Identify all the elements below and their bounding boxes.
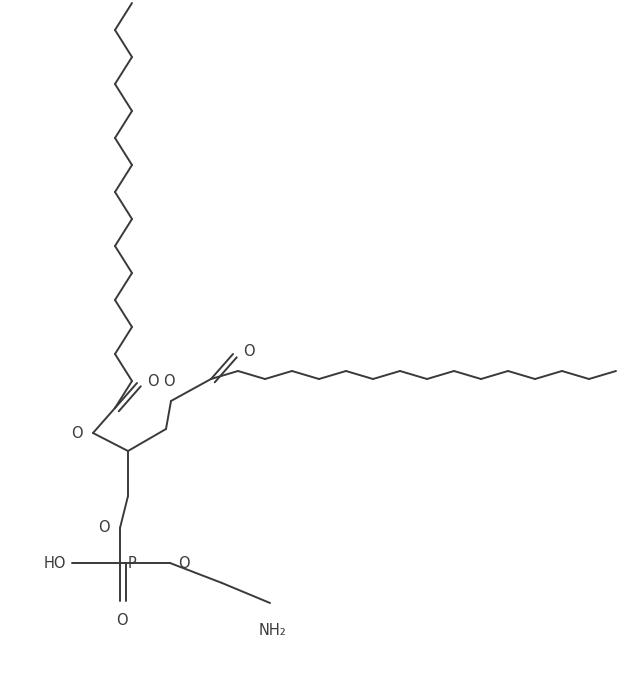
Text: O: O [178,555,189,570]
Text: NH₂: NH₂ [258,623,286,638]
Text: HO: HO [43,555,66,570]
Text: O: O [71,426,83,441]
Text: P: P [128,555,136,570]
Text: O: O [98,520,110,535]
Text: O: O [243,344,255,359]
Text: O: O [163,374,175,389]
Text: O: O [147,374,159,389]
Text: O: O [116,613,128,628]
